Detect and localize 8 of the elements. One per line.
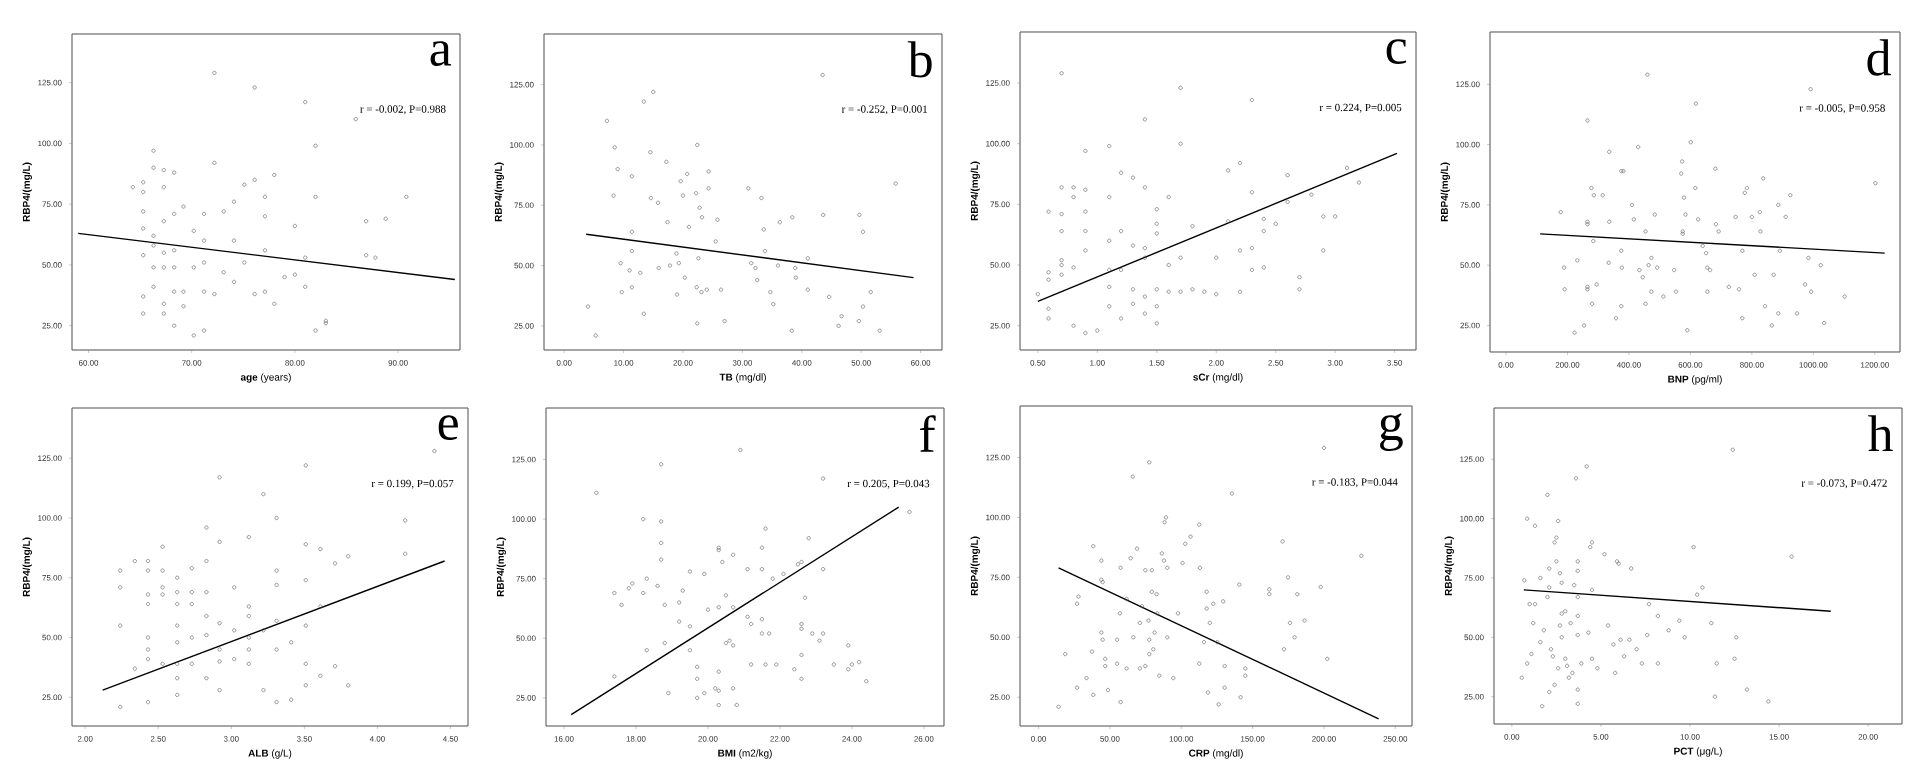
chart-title: c: [1386, 39, 1407, 65]
chart-title: b: [907, 41, 932, 78]
chart-title: a: [430, 41, 452, 66]
chart-title: h: [1868, 415, 1893, 452]
chart-title: d: [1867, 39, 1891, 76]
chart-title: f: [919, 415, 936, 452]
chart-title: e: [438, 415, 458, 441]
chart-title: g: [1380, 413, 1403, 451]
